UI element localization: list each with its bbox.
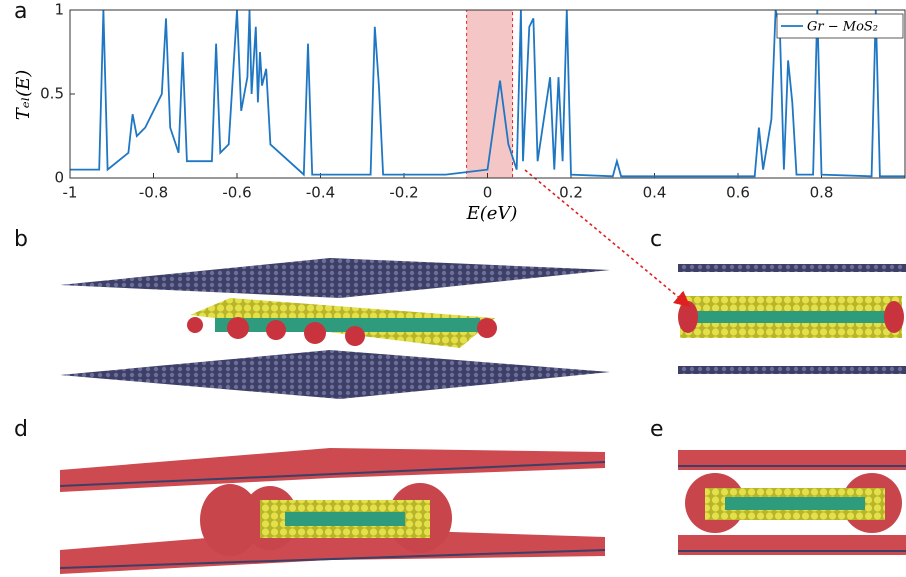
chart: -1-0.8-0.6-0.4-0.200.20.40.60.8100.51Gr … bbox=[40, 1, 906, 202]
panel-label: a bbox=[14, 0, 27, 24]
x-tick-label: 0.6 bbox=[726, 184, 750, 202]
legend-label: Gr − MoS₂ bbox=[807, 20, 878, 35]
plot-frame bbox=[69, 9, 906, 179]
panel-label: c bbox=[650, 227, 662, 252]
y-tick-label: 0.5 bbox=[40, 85, 64, 103]
y-tick-label: 0 bbox=[54, 169, 64, 187]
panel-label: e bbox=[650, 417, 664, 442]
arrow bbox=[524, 169, 691, 308]
panel-b-structure bbox=[60, 258, 610, 399]
x-tick-label: 0.2 bbox=[559, 184, 583, 202]
panel-label: b bbox=[14, 227, 28, 252]
panel-e-structure bbox=[678, 450, 906, 555]
x-tick-label: -1 bbox=[63, 184, 78, 202]
y-tick-label: 1 bbox=[54, 1, 64, 19]
x-tick-label: -0.6 bbox=[222, 184, 251, 202]
panel-d-structure bbox=[59, 448, 606, 574]
panel-c-structure bbox=[678, 264, 906, 374]
x-tick-label: -0.2 bbox=[389, 184, 418, 202]
x-tick-label: 0.8 bbox=[810, 184, 834, 202]
x-tick-label: 0 bbox=[483, 184, 493, 202]
x-tick-label: -0.8 bbox=[139, 184, 168, 202]
x-axis-label: E(eV) bbox=[466, 203, 518, 224]
x-tick-label: -0.4 bbox=[306, 184, 335, 202]
x-tick-label: 0.4 bbox=[643, 184, 667, 202]
y-axis-label: Tₑₗ(E) bbox=[13, 70, 34, 121]
panel-label: d bbox=[14, 417, 28, 442]
